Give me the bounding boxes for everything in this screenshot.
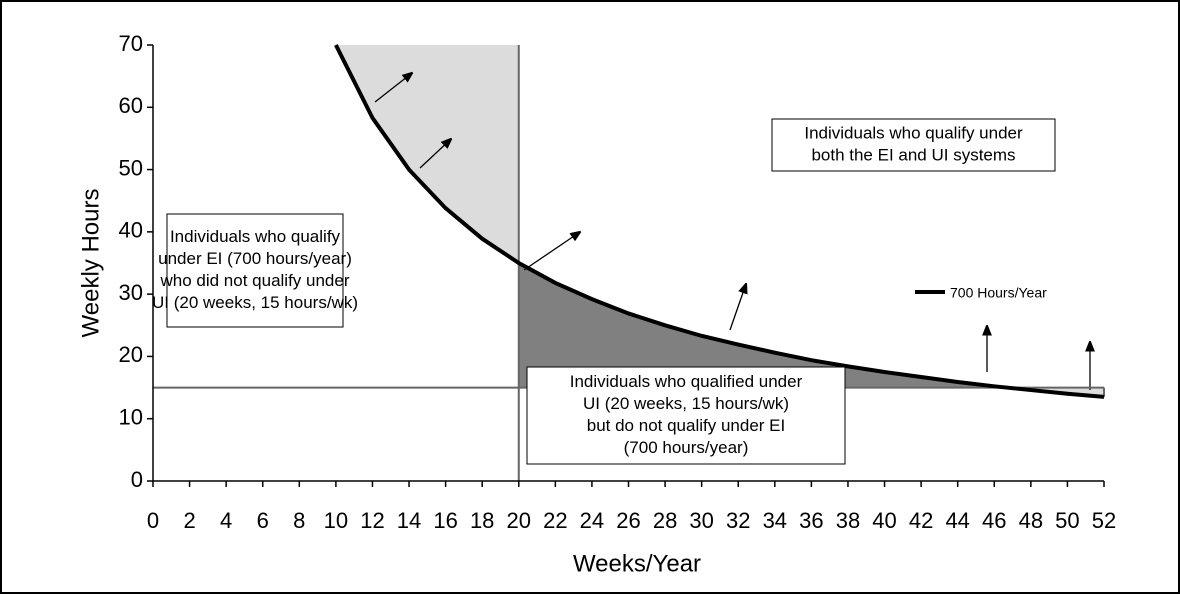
x-tick-label: 24 xyxy=(580,508,604,533)
annotation-box xyxy=(166,213,344,328)
x-tick-label: 44 xyxy=(945,508,969,533)
x-tick-label: 10 xyxy=(324,508,348,533)
y-tick-label: 20 xyxy=(119,342,143,367)
x-tick-label: 4 xyxy=(220,508,232,533)
y-axis-title: Weekly Hours xyxy=(77,189,104,338)
x-tick-label: 30 xyxy=(689,508,713,533)
x-tick-label: 8 xyxy=(293,508,305,533)
x-tick-label: 20 xyxy=(507,508,531,533)
y-tick-label: 0 xyxy=(131,467,143,492)
x-tick-label: 12 xyxy=(360,508,384,533)
x-tick-label: 26 xyxy=(616,508,640,533)
y-tick-label: 70 xyxy=(119,31,143,56)
x-tick-label: 40 xyxy=(872,508,896,533)
curve xyxy=(334,44,1105,399)
x-tick-label: 36 xyxy=(799,508,823,533)
annotation-text: UI (20 weeks, 15 hours/wk) xyxy=(583,394,789,413)
x-tick-label: 46 xyxy=(982,508,1006,533)
annotation-box xyxy=(771,118,1056,172)
annotation-text: Individuals who qualify xyxy=(170,227,341,246)
x-tick-label: 6 xyxy=(257,508,269,533)
annotation-text: Individuals who qualify under xyxy=(804,123,1023,142)
y-tick-label: 60 xyxy=(119,93,143,118)
x-tick-label: 34 xyxy=(763,508,787,533)
x-tick-label: 48 xyxy=(1019,508,1043,533)
x-tick-label: 50 xyxy=(1055,508,1079,533)
x-tick-label: 52 xyxy=(1092,508,1116,533)
y-tick-label: 30 xyxy=(119,280,143,305)
annotation-text: under EI (700 hours/year) xyxy=(158,249,352,268)
annotation-text: Individuals who qualified under xyxy=(570,372,803,391)
x-axis-title: Weeks/Year xyxy=(573,550,701,577)
annotation-text: (700 hours/year) xyxy=(624,438,749,457)
x-tick-label: 14 xyxy=(397,508,421,533)
x-tick-label: 16 xyxy=(433,508,457,533)
y-tick-label: 40 xyxy=(119,218,143,243)
annotation-text: who did not qualify under xyxy=(159,271,349,290)
x-tick-label: 32 xyxy=(726,508,750,533)
x-tick-label: 2 xyxy=(183,508,195,533)
annotation-text: but do not qualify under EI xyxy=(587,416,785,435)
y-tick-label: 50 xyxy=(119,155,143,180)
x-tick-label: 38 xyxy=(836,508,860,533)
x-tick-label: 42 xyxy=(909,508,933,533)
x-tick-label: 28 xyxy=(653,508,677,533)
arrows xyxy=(374,73,1090,390)
annotation-box xyxy=(526,366,846,465)
annotation-text: UI (20 weeks, 15 hours/wk) xyxy=(152,293,358,312)
x-tick-label: 22 xyxy=(543,508,567,533)
x-tick-label: 18 xyxy=(470,508,494,533)
legend-label: 700 Hours/Year xyxy=(950,285,1047,301)
annotation-text: both the EI and UI systems xyxy=(811,145,1015,164)
y-tick-label: 10 xyxy=(119,405,143,430)
region-dark xyxy=(518,263,1007,388)
region-light xyxy=(335,45,519,263)
x-tick-label: 0 xyxy=(147,508,159,533)
